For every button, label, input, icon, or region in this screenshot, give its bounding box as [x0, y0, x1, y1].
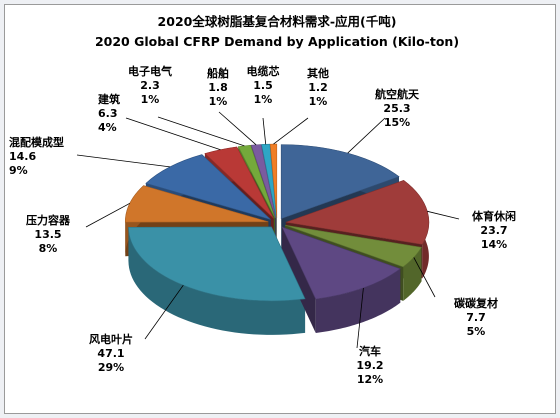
- slice-side: [128, 227, 306, 335]
- slice-category-label: 船舶: [207, 66, 229, 80]
- slice-wall: [282, 227, 316, 333]
- pie-slice: [145, 154, 271, 220]
- leader-line: [273, 117, 309, 145]
- pie-slice: [124, 185, 269, 223]
- slice-value-label: 6.3: [98, 107, 118, 120]
- slice-category-label: 汽车: [359, 344, 381, 358]
- slice-percent-label: 15%: [384, 116, 410, 129]
- slice-side: [315, 268, 401, 333]
- slice-value-label: 19.2: [356, 359, 383, 372]
- slice-category-label: 电缆芯: [247, 64, 280, 78]
- slice-percent-label: 1%: [209, 95, 228, 108]
- pie-slice: [281, 226, 401, 300]
- slice-percent-label: 1%: [254, 93, 273, 106]
- slice-value-label: 1.8: [208, 81, 228, 94]
- leader-line: [76, 154, 171, 168]
- slice-category-label: 体育休闲: [472, 209, 516, 223]
- slice-value-label: 23.7: [480, 224, 507, 237]
- slice-category-label: 压力容器: [26, 213, 71, 227]
- slice-value-label: 7.7: [466, 311, 486, 324]
- slice-percent-label: 4%: [98, 121, 117, 134]
- leader-lines: [76, 111, 460, 349]
- leader-line: [157, 116, 245, 147]
- pie-slice: [128, 226, 306, 302]
- pie-slice: [204, 146, 274, 219]
- slice-percent-label: 9%: [9, 164, 28, 177]
- pie-slice: [284, 224, 423, 268]
- slice-category-label: 其他: [307, 66, 329, 80]
- slice-category-label: 建筑: [98, 92, 120, 106]
- slice-value-label: 13.5: [34, 228, 61, 241]
- chart-subtitle: 2020 Global CFRP Demand by Application (…: [95, 34, 459, 49]
- slice-value-label: 1.2: [308, 81, 328, 94]
- slice-category-label: 混配模成型: [9, 135, 64, 149]
- leader-line: [356, 287, 364, 349]
- pie-slice: [250, 144, 277, 219]
- leader-line: [85, 202, 130, 228]
- leader-line: [218, 111, 257, 146]
- slice-percent-label: 29%: [98, 361, 124, 374]
- slice-percent-label: 14%: [481, 238, 507, 251]
- leader-line: [144, 284, 184, 340]
- slice-value-label: 2.3: [140, 79, 160, 92]
- slice-side: [403, 247, 422, 301]
- slice-percent-label: 5%: [467, 325, 486, 338]
- chart-title: 2020全球树脂基复合材料需求-应用(千吨): [158, 14, 397, 29]
- leader-line: [347, 117, 386, 154]
- chart-frame: 2020全球树脂基复合材料需求-应用(千吨) 2020 Global CFRP …: [4, 4, 556, 414]
- leader-line: [427, 210, 460, 220]
- slice-category-label: 航空航天: [375, 87, 420, 101]
- leader-line: [125, 117, 221, 151]
- pie-chart: 2020全球树脂基复合材料需求-应用(千吨) 2020 Global CFRP …: [9, 14, 516, 386]
- slice-percent-label: 8%: [39, 242, 58, 255]
- slice-percent-label: 1%: [309, 95, 328, 108]
- leader-line: [262, 117, 267, 145]
- slice-category-label: 风电叶片: [89, 332, 133, 346]
- slice-value-label: 1.5: [253, 79, 273, 92]
- slice-percent-label: 12%: [357, 373, 383, 386]
- slice-category-label: 碳碳复材: [454, 296, 498, 310]
- slice-category-label: 电子电气: [128, 64, 172, 78]
- slice-value-label: 25.3: [383, 102, 410, 115]
- leader-line: [413, 257, 436, 298]
- slice-value-label: 14.6: [9, 150, 36, 163]
- pie-tops: [124, 143, 430, 302]
- slice-percent-label: 1%: [141, 93, 160, 106]
- slice-value-label: 47.1: [97, 347, 124, 360]
